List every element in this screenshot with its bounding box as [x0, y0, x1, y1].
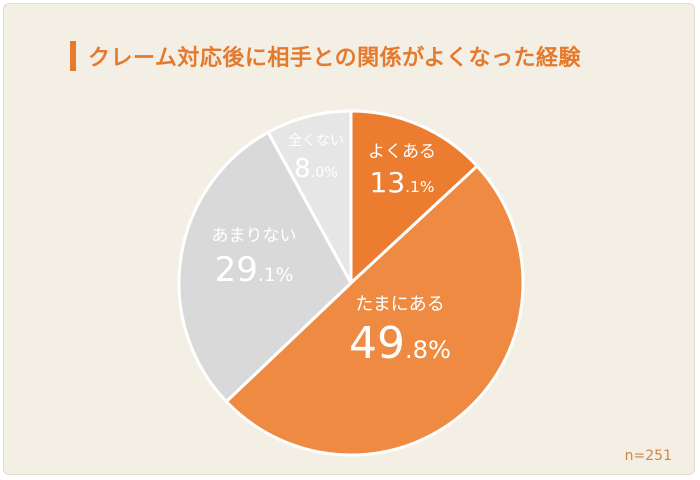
slice-percent: 13.1%	[342, 169, 462, 197]
slice-percent: 29.1%	[194, 253, 314, 287]
slice-name: よくある	[368, 142, 436, 162]
percent-integer: 8	[294, 154, 311, 184]
percent-decimal: .0%	[310, 165, 338, 181]
slice-mattakunai	[266, 109, 353, 285]
slice-name: たまにある	[355, 294, 445, 315]
percent-integer: 29	[214, 250, 258, 290]
percent-integer: 13	[369, 166, 406, 199]
percent-integer: 49	[348, 318, 405, 369]
chart-title-group: クレーム対応後に相手との関係がよくなった経験	[70, 40, 581, 72]
slice-name: あまりない	[211, 226, 297, 246]
slice-label-mattakunai: 全くない 8.0%	[271, 134, 361, 182]
percent-decimal: .1%	[257, 265, 294, 286]
slice-amarinai	[177, 130, 353, 404]
slice-percent: 8.0%	[271, 156, 361, 182]
chart-title: クレーム対応後に相手との関係がよくなった経験	[88, 46, 582, 71]
sample-size-note: n=251	[624, 448, 672, 464]
slice-label-tamaniaru: たまにある 49.8%	[320, 296, 480, 366]
slice-label-yokuaru: よくある 13.1%	[342, 144, 462, 197]
slice-percent: 49.8%	[320, 322, 480, 366]
slice-name: 全くない	[288, 133, 344, 149]
title-accent-bar	[70, 41, 76, 71]
percent-decimal: .8%	[404, 336, 452, 364]
slice-tamaniaru	[224, 164, 525, 457]
percent-decimal: .1%	[405, 178, 435, 196]
slice-yokuaru	[349, 109, 479, 285]
slice-label-amarinai: あまりない 29.1%	[194, 226, 314, 288]
